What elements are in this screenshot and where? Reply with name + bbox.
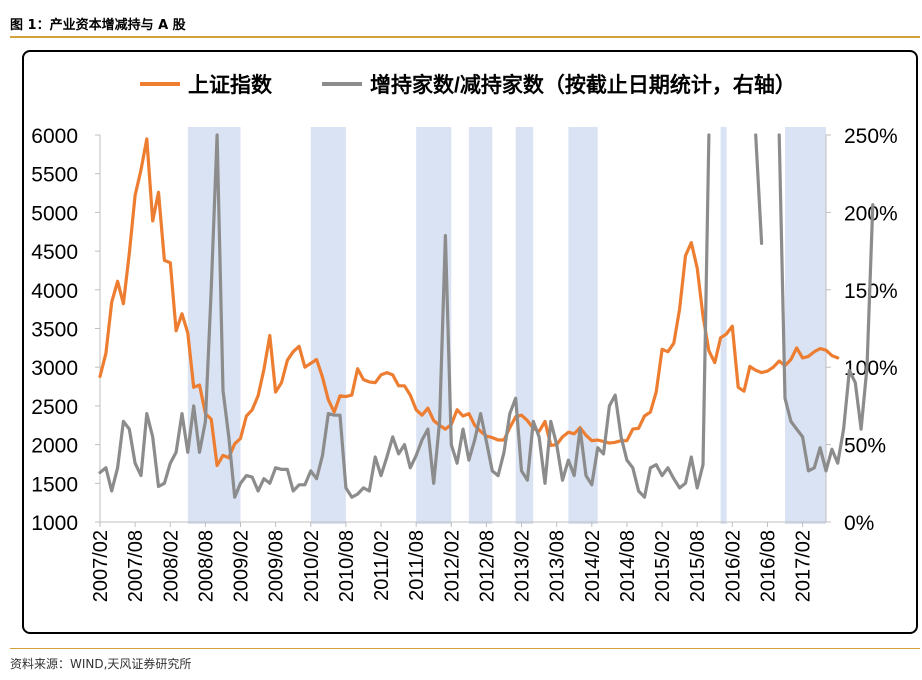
x-tick-label-10: 2012/02 xyxy=(441,530,463,602)
x-tick-label-15: 2014/08 xyxy=(617,530,639,602)
series-ratio-line-1 xyxy=(754,133,764,245)
y-left-tick-label-10: 1000 xyxy=(31,512,78,535)
x-tick-label-8: 2011/02 xyxy=(371,530,393,601)
shaded-period-7 xyxy=(785,127,826,524)
series-index-line-0 xyxy=(98,137,840,468)
x-tick-label-1: 2007/08 xyxy=(125,530,147,602)
y-right-tick-label-0: 250% xyxy=(844,125,898,148)
shaded-period-1 xyxy=(310,127,346,524)
y-right-tick-label-3: 100% xyxy=(844,357,898,380)
x-tick-label-0: 2007/02 xyxy=(90,530,112,602)
source-note: 资料来源：WIND,天风证券研究所 xyxy=(10,657,192,671)
y-left-tick-label-4: 4000 xyxy=(31,280,78,303)
series-ratio-line-2 xyxy=(777,133,875,473)
figure-title: 图 1：产业资本增减持与 A 股 xyxy=(10,18,186,33)
x-tick-label-11: 2012/08 xyxy=(476,530,498,602)
x-tick-label-5: 2009/08 xyxy=(266,530,288,602)
x-tick-label-7: 2010/08 xyxy=(336,530,358,602)
x-tick-label-19: 2016/08 xyxy=(757,530,779,602)
x-tick-label-12: 2013/02 xyxy=(512,530,534,602)
y-left-tick-label-3: 4500 xyxy=(31,241,78,264)
x-tick-label-20: 2017/02 xyxy=(793,530,815,602)
x-tick-label-6: 2010/02 xyxy=(301,530,323,602)
x-tick-label-13: 2013/08 xyxy=(547,530,569,602)
y-left-tick-label-2: 5000 xyxy=(31,202,78,225)
x-tick-label-17: 2015/08 xyxy=(687,530,709,602)
top-rule xyxy=(10,36,920,38)
y-left-tick-label-8: 2000 xyxy=(31,435,78,458)
x-tick-label-4: 2009/02 xyxy=(231,530,253,602)
legend-label-index: 上证指数 xyxy=(188,74,273,97)
y-left-tick-label-6: 3000 xyxy=(31,357,78,380)
y-left-tick-label-1: 5500 xyxy=(31,164,78,187)
x-tick-label-9: 2011/08 xyxy=(406,530,428,601)
y-right-tick-label-4: 50% xyxy=(844,435,886,458)
x-tick-label-14: 2014/02 xyxy=(582,530,604,602)
shaded-period-3 xyxy=(468,127,493,524)
shaded-period-4 xyxy=(515,127,534,524)
series-ratio-line-0 xyxy=(98,133,711,499)
y-left-tick-label-0: 6000 xyxy=(31,125,78,148)
shaded-period-6 xyxy=(720,127,727,524)
x-tick-label-16: 2015/02 xyxy=(652,530,674,602)
shaded-period-2 xyxy=(416,127,452,524)
y-left-tick-label-9: 1500 xyxy=(31,473,78,496)
bottom-rule xyxy=(10,648,920,649)
x-tick-label-2: 2008/02 xyxy=(160,530,182,602)
y-left-tick-label-5: 3500 xyxy=(31,319,78,342)
y-left-tick-label-7: 2500 xyxy=(31,396,78,419)
x-tick-label-3: 2008/08 xyxy=(195,530,217,602)
y-right-tick-label-5: 0% xyxy=(844,512,874,535)
x-tick-label-18: 2016/02 xyxy=(722,530,744,602)
y-right-tick-label-1: 200% xyxy=(844,202,898,225)
legend-label-ratio: 增持家数/减持家数（按截止日期统计，右轴） xyxy=(370,73,796,97)
